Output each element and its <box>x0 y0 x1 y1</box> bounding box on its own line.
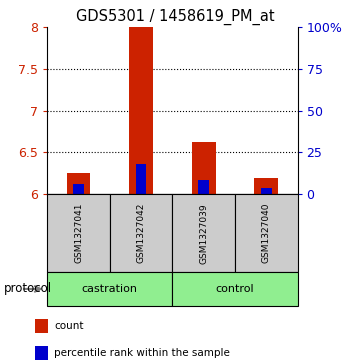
Bar <box>198 180 209 194</box>
Text: GSM1327040: GSM1327040 <box>262 203 271 264</box>
Text: GSM1327039: GSM1327039 <box>199 203 208 264</box>
Bar <box>254 178 278 194</box>
Text: percentile rank within the sample: percentile rank within the sample <box>54 348 230 358</box>
Bar <box>261 188 272 194</box>
Bar <box>129 27 153 194</box>
Text: control: control <box>216 284 254 294</box>
Text: GSM1327041: GSM1327041 <box>74 203 83 264</box>
Bar <box>192 142 216 194</box>
Bar <box>73 184 84 194</box>
Bar <box>66 173 90 194</box>
Bar <box>136 164 146 194</box>
Text: protocol: protocol <box>4 282 52 295</box>
Text: castration: castration <box>82 284 138 294</box>
Text: GSM1327042: GSM1327042 <box>136 203 146 264</box>
Text: count: count <box>54 321 84 331</box>
Text: GDS5301 / 1458619_PM_at: GDS5301 / 1458619_PM_at <box>76 9 274 25</box>
